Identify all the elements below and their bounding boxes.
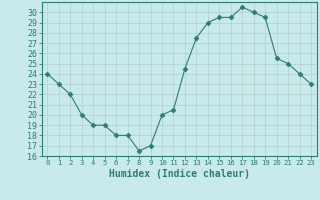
X-axis label: Humidex (Indice chaleur): Humidex (Indice chaleur) bbox=[109, 169, 250, 179]
